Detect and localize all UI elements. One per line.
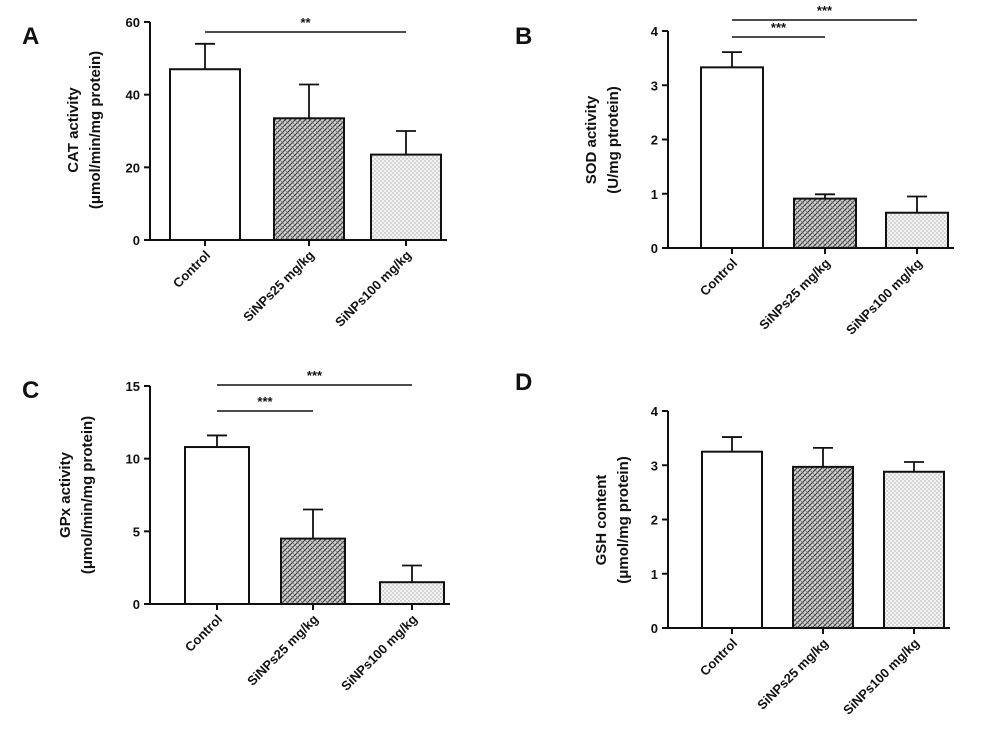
y-axis-title: (μmol/min/mg protein) [79,416,96,574]
panel-label: D [515,369,532,396]
y-tick-label: 2 [651,133,658,148]
bar [169,68,241,241]
y-tick-label: 3 [651,78,658,93]
x-tick-label: Control [697,256,740,299]
y-tick-label: 20 [126,160,140,175]
chart-panel-b: B 0 1 2 3 4 SOD activity (U/mg ptrotein) Control… [515,3,954,338]
chart-panel-a: A 0 20 40 60 CAT activity (μmol/min/mg protein… [22,15,447,330]
x-tick-label: Control [182,612,225,655]
y-tick-label: 10 [126,452,140,467]
bar [280,537,346,605]
y-axis-title: GSH content [593,475,610,566]
y-tick-label: 1 [651,187,658,202]
bar [379,581,445,606]
x-tick-label: Control [697,636,740,679]
x-tick-label: SiNPs25 mg/kg [240,247,317,324]
x-tick-label: SiNPs100 mg/kg [338,611,420,693]
y-tick-label: 4 [651,24,659,39]
y-axis-title: (μmol/mg protein) [615,456,632,584]
y-axis-title: GPx activity [57,451,74,538]
significance-label: *** [257,394,273,409]
x-tick-label: SiNPs100 mg/kg [840,635,922,717]
y-tick-label: 40 [126,88,140,103]
y-axis-title: CAT activity [65,87,82,173]
panel-label: A [22,23,39,50]
y-tick-label: 0 [651,241,658,256]
x-tick-label: Control [170,248,213,291]
bar [883,470,945,630]
panel-label: C [22,377,39,404]
y-tick-label: 60 [126,15,140,30]
significance-label: ** [300,15,311,30]
chart-panel-c: C 0 5 10 15 GPx activity (μmol/min/mg protein)… [22,368,450,694]
bar [184,446,250,606]
x-tick-label: SiNPs25 mg/kg [754,635,831,712]
y-tick-label: 1 [651,567,658,582]
y-axis-title: SOD activity [583,95,600,184]
significance-label: *** [771,20,787,35]
bar [792,465,854,629]
y-tick-label: 2 [651,513,658,528]
y-tick-label: 3 [651,458,658,473]
bar [370,153,442,241]
y-axis-title: (μmol/min/mg protein) [87,51,104,209]
significance-label: *** [307,368,323,383]
bar [273,117,345,241]
y-tick-label: 0 [133,233,140,248]
significance-label: *** [817,3,833,18]
y-tick-label: 15 [126,379,140,394]
bar [793,197,857,250]
x-tick-label: SiNPs25 mg/kg [756,255,833,332]
y-axis-title: (U/mg ptrotein) [605,86,622,193]
y-tick-label: 4 [651,404,659,419]
panel-label: B [515,23,532,50]
chart-panel-d: D 0 1 2 3 4 GSH content (μmol/mg protein) Contro… [515,369,950,718]
bar [885,211,949,250]
x-tick-label: SiNPs100 mg/kg [332,247,414,329]
y-tick-label: 0 [133,597,140,612]
y-tick-label: 5 [133,524,140,539]
x-tick-label: SiNPs25 mg/kg [244,611,321,688]
x-tick-label: SiNPs100 mg/kg [843,255,925,337]
y-tick-label: 0 [651,621,658,636]
bar [701,450,763,629]
bar [700,66,764,249]
